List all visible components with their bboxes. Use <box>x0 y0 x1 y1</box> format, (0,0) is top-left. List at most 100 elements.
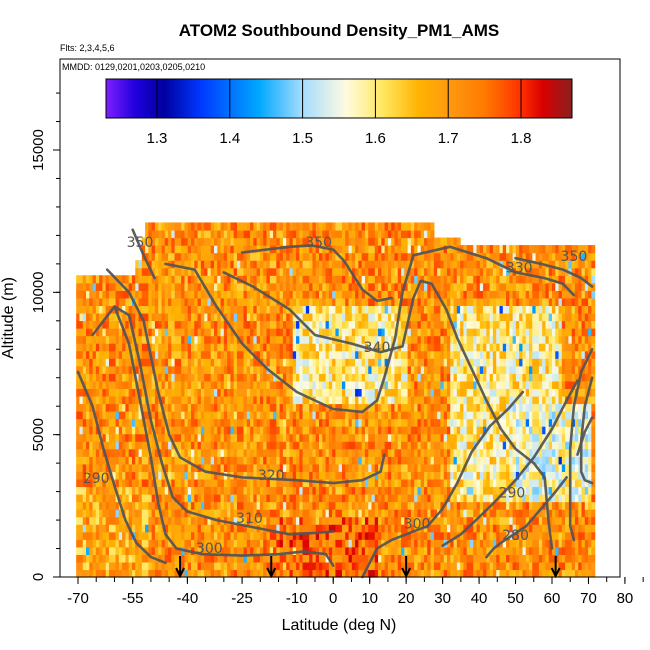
heat-cell <box>358 546 363 555</box>
heat-cell <box>328 237 333 246</box>
heat-cell <box>397 252 402 261</box>
heat-cell <box>273 494 277 503</box>
heat-cell <box>246 320 251 329</box>
heat-cell <box>355 463 359 472</box>
heat-cell <box>407 373 412 382</box>
heat-cell <box>82 456 87 465</box>
heat-cell <box>210 418 215 427</box>
heat-cell <box>404 343 409 352</box>
heat-cell <box>76 380 81 389</box>
heat-cell <box>99 486 104 495</box>
heat-cell <box>292 441 297 450</box>
heat-cell <box>171 245 176 254</box>
heat-cell <box>266 418 271 427</box>
heat-cell <box>128 554 133 563</box>
heat-cell <box>240 426 245 435</box>
heat-cell <box>184 494 189 503</box>
heat-cell <box>341 229 346 239</box>
heat-cell <box>263 350 268 359</box>
heat-cell <box>256 433 261 442</box>
heat-cell <box>174 267 179 276</box>
heat-cell <box>79 343 84 352</box>
heat-cell <box>135 260 140 269</box>
heat-cell <box>348 237 353 246</box>
heat-cell <box>161 275 166 284</box>
heat-cell <box>141 524 146 533</box>
heat-cell <box>332 267 337 276</box>
heat-cell <box>82 486 87 495</box>
heat-cell <box>292 335 297 344</box>
heat-cell <box>256 426 261 435</box>
heat-cell <box>286 433 291 442</box>
heat-cell <box>223 328 228 337</box>
heat-cell <box>105 516 110 525</box>
heat-cell <box>391 388 396 397</box>
heat-cell <box>299 456 304 465</box>
heat-cell <box>345 358 350 367</box>
heat-cell <box>145 463 149 472</box>
heat-cell <box>151 282 156 291</box>
heat-cell <box>82 350 87 359</box>
heat-cell <box>210 516 215 525</box>
heat-cell <box>427 531 432 540</box>
heat-cell <box>236 350 241 359</box>
heat-cell <box>273 448 277 457</box>
heat-cell <box>105 403 110 412</box>
heat-cell <box>279 494 284 503</box>
heat-cell <box>401 229 405 239</box>
heat-cell <box>187 350 192 359</box>
heat-cell <box>401 539 405 548</box>
heat-cell <box>118 350 123 359</box>
heat-cell <box>371 441 376 450</box>
heat-cell <box>99 554 104 563</box>
heat-cell <box>312 539 317 548</box>
heat-cell <box>122 531 126 540</box>
heat-cell <box>128 471 133 480</box>
heat-cell <box>371 252 376 261</box>
heat-cell <box>420 546 425 555</box>
heat-cell <box>328 531 333 540</box>
heat-cell <box>250 411 254 420</box>
heat-cell <box>312 290 317 299</box>
heat-cell <box>141 403 146 412</box>
heat-cell <box>374 471 379 480</box>
heat-cell <box>328 395 333 405</box>
heat-cell <box>102 531 107 540</box>
heat-cell <box>200 561 205 571</box>
heat-cell <box>177 237 182 246</box>
heat-cell <box>358 569 363 578</box>
heat-cell <box>259 403 264 412</box>
heat-cell <box>164 252 169 261</box>
heat-cell <box>125 411 130 420</box>
heat-cell <box>289 486 294 495</box>
heat-cell <box>401 426 405 435</box>
heat-cell <box>118 516 123 525</box>
heat-cell <box>401 433 405 442</box>
heat-cell <box>246 335 251 344</box>
heat-cell <box>391 478 396 488</box>
heat-cell <box>148 282 153 291</box>
heat-cell <box>230 252 235 261</box>
heat-cell <box>99 380 104 389</box>
heat-cell <box>289 516 294 525</box>
heat-cell <box>302 448 307 457</box>
heat-cell <box>282 350 287 359</box>
heat-cell <box>299 380 304 389</box>
heat-cell <box>286 494 291 503</box>
heat-cell <box>148 395 153 405</box>
heat-cell <box>253 494 258 503</box>
heat-cell <box>240 403 245 412</box>
heat-cell <box>286 569 291 578</box>
heat-cell <box>305 569 310 578</box>
heat-cell <box>158 463 163 472</box>
heat-cell <box>191 222 195 231</box>
heat-cell <box>335 380 340 389</box>
heat-cell <box>407 448 412 457</box>
heat-cell <box>269 275 274 284</box>
heat-cell <box>296 561 300 571</box>
heat-cell <box>217 494 222 503</box>
heat-cell <box>374 463 379 472</box>
heat-cell <box>397 373 402 382</box>
heat-cell <box>351 350 356 359</box>
heat-cell <box>266 448 271 457</box>
